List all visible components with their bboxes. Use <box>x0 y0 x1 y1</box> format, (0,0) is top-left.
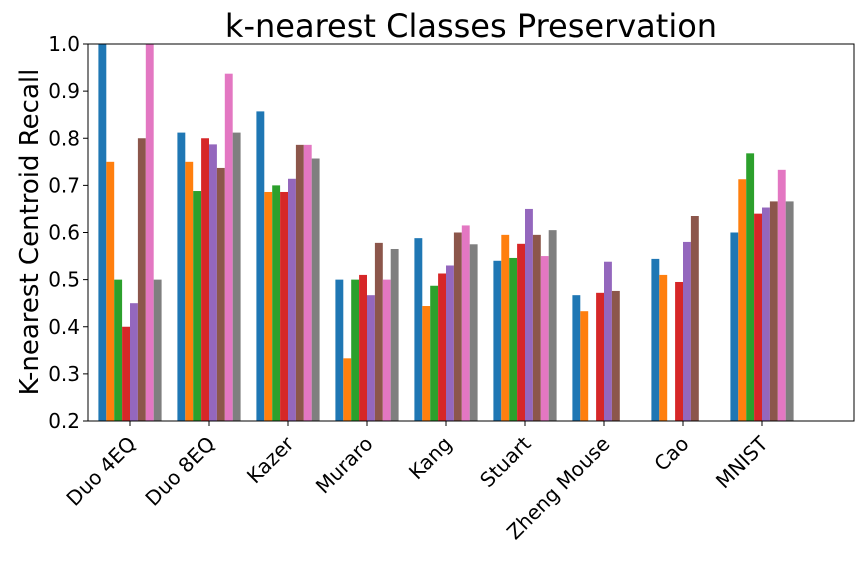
x-tick-label: Duo 4EQ <box>61 432 140 511</box>
bar <box>572 295 581 421</box>
bar <box>469 244 478 421</box>
bar <box>596 292 604 421</box>
bar <box>580 311 589 421</box>
bar <box>453 232 462 421</box>
bar <box>659 274 668 421</box>
bar <box>106 161 115 421</box>
x-tick-label: Duo 8EQ <box>140 432 219 511</box>
bar <box>762 207 770 421</box>
bar <box>446 265 454 421</box>
bar <box>501 234 510 421</box>
y-tick-label: 0.5 <box>48 268 80 292</box>
bar <box>343 358 352 421</box>
bar <box>351 279 360 421</box>
bar <box>359 274 367 421</box>
bar <box>193 191 202 421</box>
bar <box>209 144 217 421</box>
x-tick-label: MNIST <box>711 431 773 493</box>
bar <box>746 153 755 421</box>
chart-title: k-nearest Classes Preservation <box>225 7 717 45</box>
bar <box>122 326 130 421</box>
bar <box>130 303 138 421</box>
bar <box>224 73 233 421</box>
bar <box>525 208 533 421</box>
y-tick-label: 0.4 <box>48 315 80 339</box>
bar <box>683 241 691 421</box>
y-tick-label: 0.3 <box>48 362 80 386</box>
bar <box>785 201 794 421</box>
bar <box>185 161 194 421</box>
y-tick-label: 0.6 <box>48 221 80 245</box>
x-tick-label: Kang <box>404 432 457 485</box>
bar <box>280 191 288 421</box>
x-tick-label: Muraro <box>311 432 378 499</box>
bar <box>509 257 518 421</box>
bar <box>137 138 146 421</box>
bar <box>272 185 281 421</box>
bar <box>754 213 762 421</box>
bar <box>651 258 660 421</box>
bar <box>517 243 525 421</box>
bar <box>264 191 273 421</box>
x-tick-label: Stuart <box>475 431 536 492</box>
bar <box>367 295 375 421</box>
bar <box>690 216 699 421</box>
y-tick-label: 0.8 <box>48 126 80 150</box>
x-tick-label: Cao <box>649 432 693 476</box>
bar <box>232 132 241 421</box>
bar <box>430 285 439 421</box>
bar <box>201 138 209 421</box>
bar <box>153 279 162 421</box>
bar <box>548 230 557 421</box>
bar <box>738 179 747 421</box>
bar <box>295 144 304 421</box>
y-tick-label: 1.0 <box>48 32 80 56</box>
plot-area: 0.2 0.3 0.4 0.5 0.6 0.7 0.8 0.9 1.0 Duo 4EQ Duo 8E… <box>48 32 794 544</box>
bar <box>177 132 186 421</box>
bar <box>461 225 470 421</box>
bar <box>493 260 502 421</box>
bar <box>611 290 620 421</box>
bar <box>288 178 296 421</box>
x-tick-label: Kazer <box>242 431 299 488</box>
bar <box>438 273 446 421</box>
bar <box>311 158 320 422</box>
bar <box>540 256 549 421</box>
bar <box>303 144 312 421</box>
bar <box>769 201 778 421</box>
bar <box>422 306 431 421</box>
y-tick-label: 0.7 <box>48 173 80 197</box>
bar <box>374 242 383 421</box>
bar <box>675 281 683 421</box>
y-tick-label: 0.2 <box>48 409 80 433</box>
bar <box>777 169 786 421</box>
bar <box>145 44 154 421</box>
bar <box>604 261 612 421</box>
bar <box>114 279 123 421</box>
bar <box>390 248 399 421</box>
y-tick-label: 0.9 <box>48 79 80 103</box>
bar <box>730 232 739 421</box>
bar <box>335 279 344 421</box>
bar <box>414 238 423 421</box>
bar <box>256 111 265 422</box>
y-axis-title: K-nearest Centroid Recall <box>15 69 45 396</box>
bar <box>382 279 391 421</box>
bar <box>98 44 107 421</box>
bar <box>216 167 225 421</box>
plot-frame <box>87 43 855 422</box>
bar <box>532 234 541 421</box>
